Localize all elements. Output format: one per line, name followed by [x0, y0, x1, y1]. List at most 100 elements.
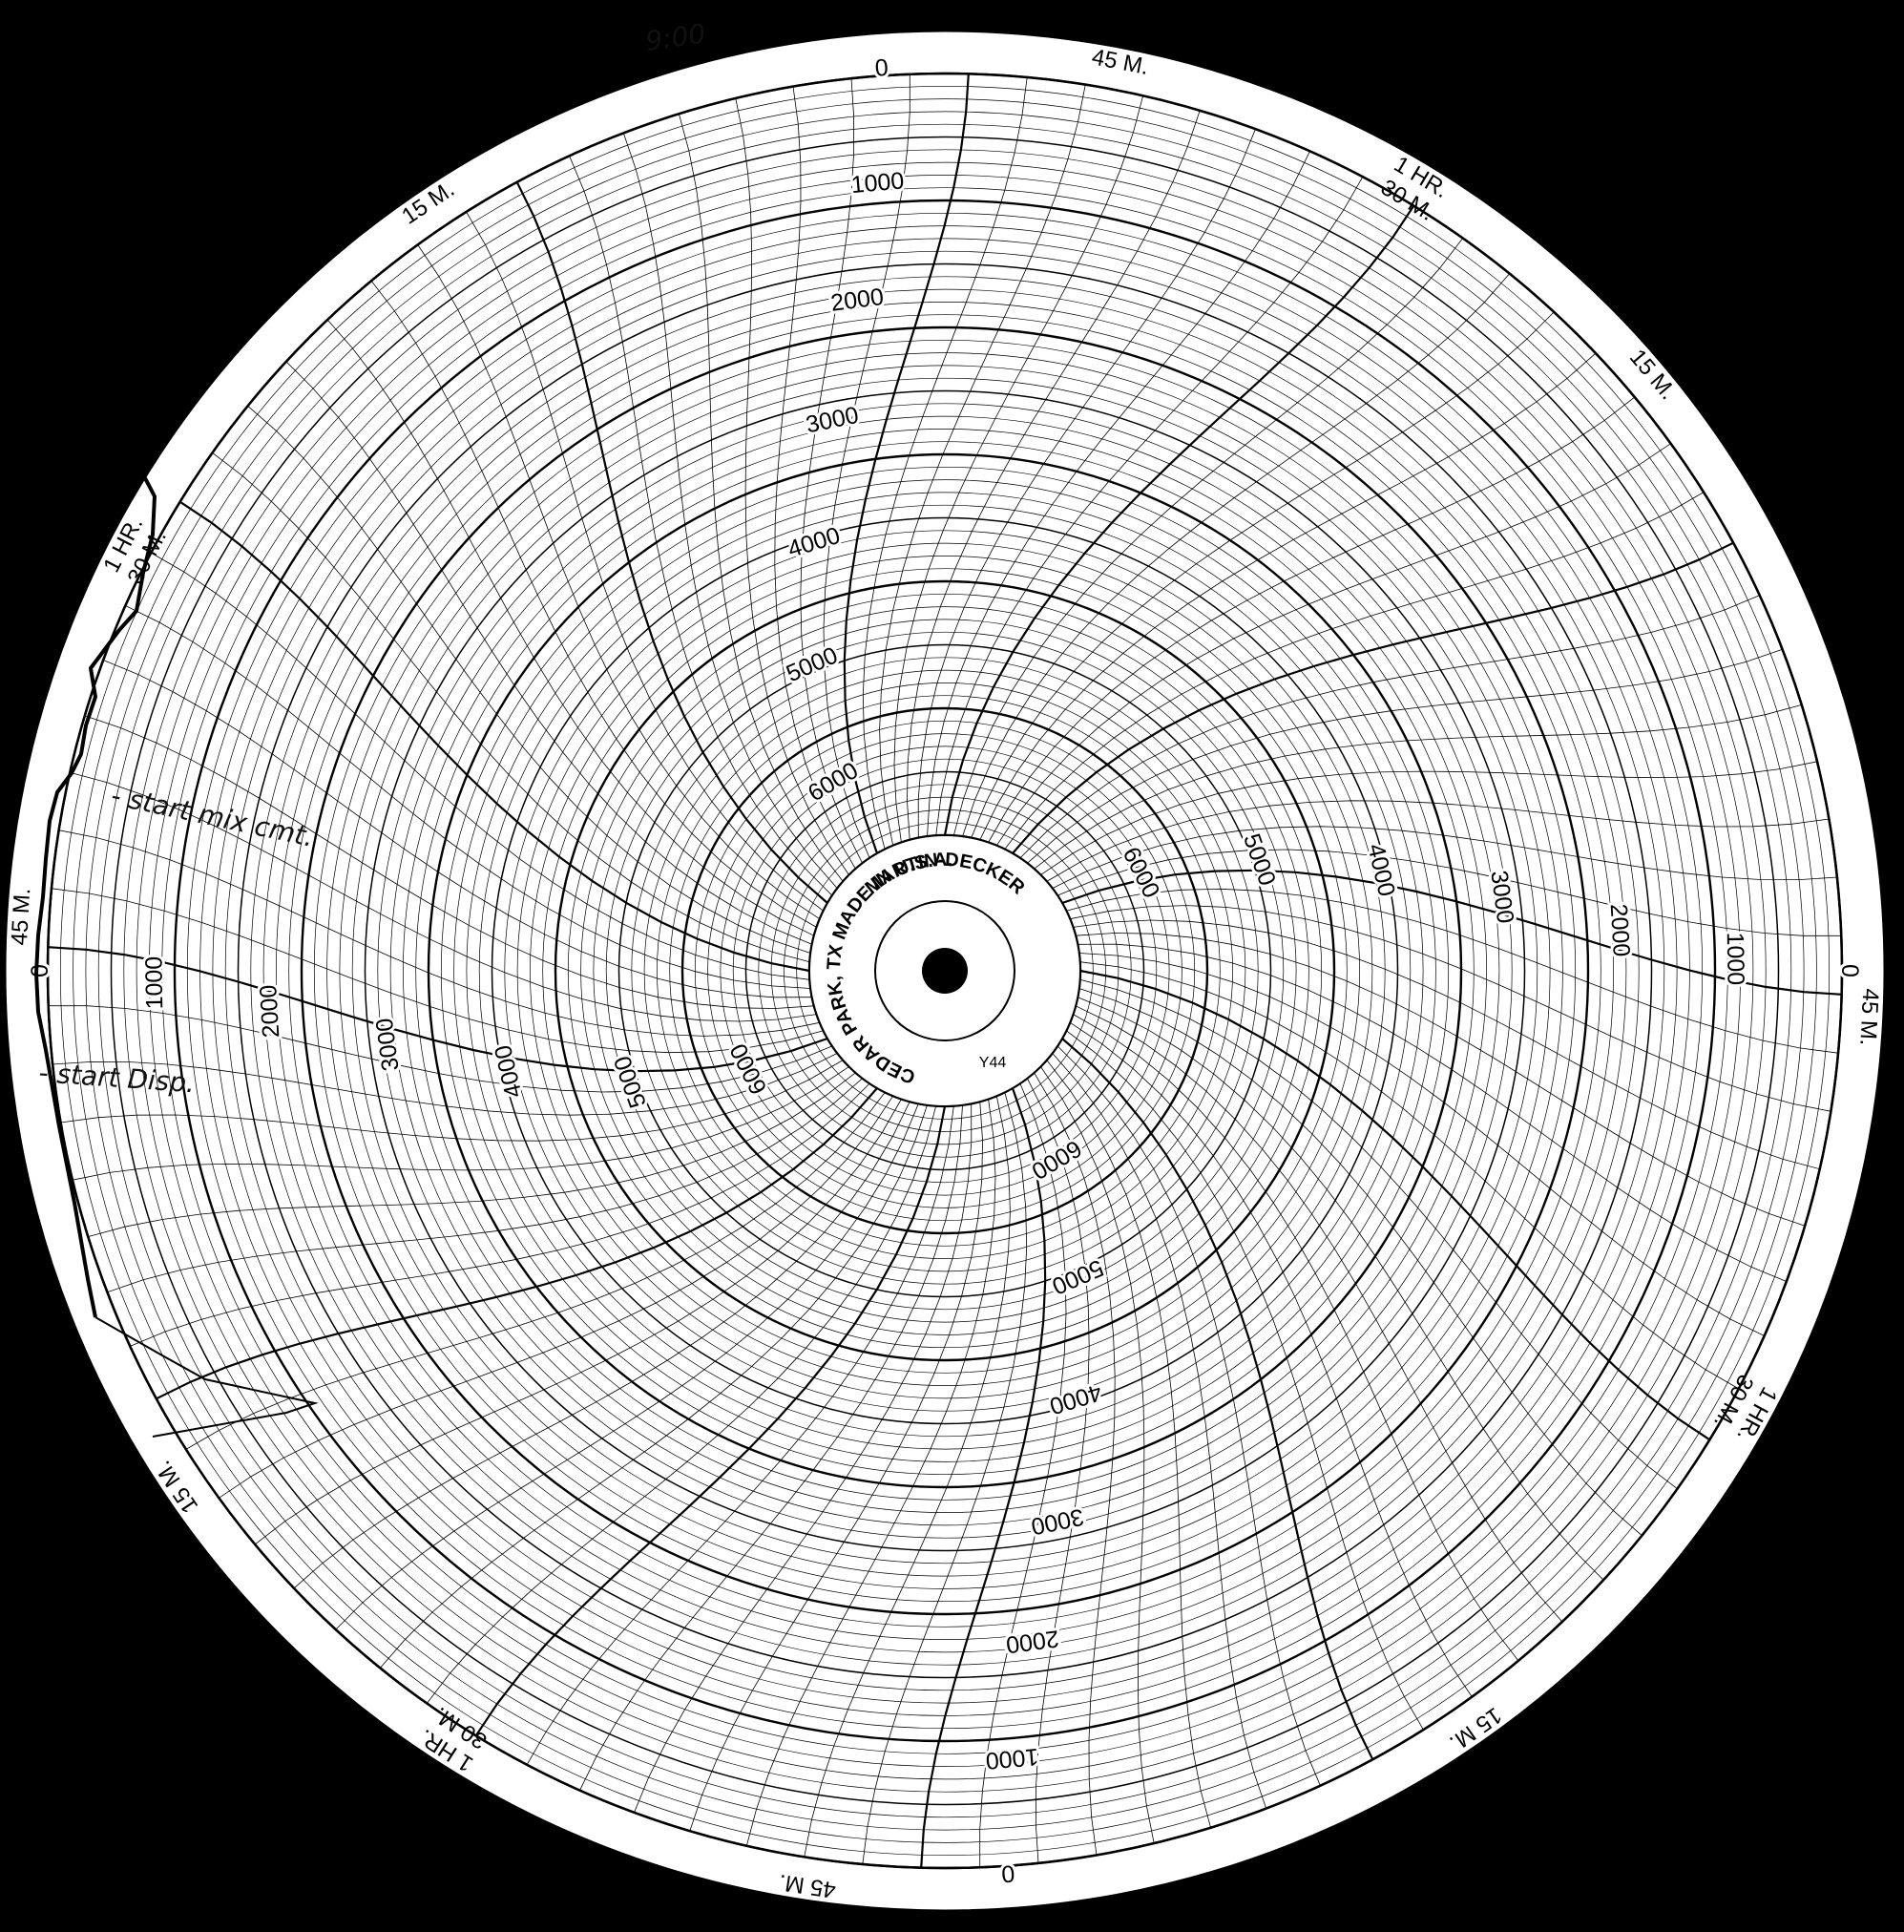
grid-ring-minor — [643, 669, 1246, 1272]
grid-ring-major — [680, 706, 1209, 1235]
time-arc-minor — [823, 74, 910, 859]
time-arc-minor — [1078, 943, 1787, 1282]
scale-label-1000: 1000 — [1722, 932, 1749, 985]
time-arc-minor — [1078, 988, 1642, 1537]
grid-ring-major — [427, 452, 1463, 1489]
grid-ring-minor — [224, 250, 1665, 1691]
grid-ring-minor — [530, 556, 1360, 1386]
grid-ring-minor — [694, 720, 1196, 1222]
grid-ring-major — [46, 72, 1844, 1870]
scale-label-1000: 1000 — [850, 167, 906, 199]
time-arc-major — [1061, 869, 1842, 996]
grid-ring-minor — [250, 276, 1640, 1666]
time-arc-minor — [971, 311, 1555, 838]
center-hole — [922, 948, 968, 994]
time-label: 45 M. — [7, 888, 35, 946]
time-arc-minor — [862, 76, 1028, 850]
time-arc-minor — [426, 1105, 937, 1704]
time-arc-minor — [212, 452, 810, 963]
time-arc-major — [1079, 969, 1711, 1441]
grid-ring-minor — [73, 98, 1817, 1843]
time-arc-minor — [579, 1104, 963, 1791]
time-arc-minor — [150, 552, 810, 980]
time-arc-minor — [1019, 595, 1760, 859]
time-arc-minor — [800, 78, 863, 864]
time-arc-minor — [60, 1060, 844, 1142]
time-arc-minor — [1057, 1045, 1321, 1786]
grid-ring-minor — [377, 403, 1513, 1539]
time-label: 45 M. — [1854, 988, 1883, 1046]
time-arc-minor — [58, 830, 820, 1037]
grid-ring-minor — [59, 85, 1831, 1857]
time-arc-major — [1012, 541, 1734, 854]
time-arc-minor — [370, 280, 817, 928]
grid-ring-minor — [491, 516, 1399, 1425]
time-arc-minor — [247, 405, 811, 954]
grid-ring-minor — [567, 593, 1323, 1349]
pen-trace-tail — [94, 1316, 319, 1438]
time-arc-minor — [1046, 1060, 1211, 1828]
grid-ring-minor — [631, 657, 1259, 1285]
scale-label-2000: 2000 — [1605, 903, 1635, 957]
grid-time-arcs — [48, 74, 1842, 1868]
time-arc-minor — [774, 86, 856, 870]
time-arc-minor — [569, 156, 833, 896]
grid-ring-minor — [758, 784, 1132, 1158]
time-arc-minor — [103, 660, 812, 998]
scale-label-0: 0 — [1836, 964, 1863, 977]
scale-label-0: 0 — [27, 964, 53, 977]
grid-ring-minor — [593, 619, 1297, 1323]
time-arc-minor — [1004, 492, 1705, 850]
time-arc-minor — [1046, 800, 1830, 882]
grid-ring-minor — [770, 796, 1119, 1145]
grid-ring-major — [300, 326, 1590, 1616]
time-arc-minor — [979, 1082, 1067, 1868]
time-arc-minor — [1052, 1053, 1267, 1809]
time-arc-minor — [1027, 1078, 1090, 1863]
grid-ring-minor — [796, 822, 1094, 1120]
grid-ring-minor — [403, 429, 1487, 1513]
grid-ring-minor — [707, 733, 1182, 1208]
scale-label-1000: 1000 — [985, 1743, 1040, 1774]
time-arc-minor — [962, 273, 1511, 837]
grid-ring-minor — [732, 758, 1158, 1184]
time-arc-minor — [804, 1096, 1011, 1858]
time-arc-minor — [745, 1099, 996, 1846]
grid-ring-minor — [784, 809, 1106, 1132]
time-arc-major — [1061, 1038, 1374, 1760]
time-arc-minor — [1052, 826, 1837, 889]
grid-ring-minor — [97, 123, 1792, 1818]
grid-ring-minor — [516, 542, 1373, 1399]
time-arc-minor — [326, 319, 814, 936]
time-arc-minor — [1027, 648, 1783, 864]
time-arc-major — [48, 946, 828, 1073]
grid-ring-minor — [504, 530, 1386, 1412]
grid-ring-minor — [276, 302, 1614, 1640]
time-arc-major — [178, 500, 810, 973]
time-arc-minor — [70, 771, 817, 1022]
time-arc-minor — [995, 443, 1671, 847]
time-arc-major — [920, 1087, 1047, 1868]
time-arc-minor — [634, 1103, 973, 1813]
grid-ring-minor — [744, 770, 1145, 1171]
time-arc-minor — [52, 1053, 838, 1116]
grid-ring-minor — [161, 187, 1728, 1754]
time-arc-minor — [125, 605, 811, 989]
grid-ring-minor — [149, 175, 1741, 1767]
time-arc-minor — [862, 1092, 1028, 1865]
time-arc-minor — [107, 1078, 863, 1293]
time-arc-minor — [1073, 1014, 1519, 1662]
time-arc-minor — [526, 1105, 954, 1766]
time-arc-minor — [1079, 978, 1678, 1490]
time-arc-major — [156, 1087, 878, 1400]
grid-ring-minor — [720, 746, 1170, 1196]
time-arc-minor — [1066, 888, 1839, 1054]
grid-ring-minor — [110, 136, 1780, 1806]
time-arc-minor — [185, 1092, 886, 1450]
time-arc-minor — [689, 1102, 983, 1832]
time-arc-minor — [988, 396, 1636, 843]
grid-ring-minor — [326, 352, 1563, 1589]
time-arc-minor — [84, 715, 814, 1009]
